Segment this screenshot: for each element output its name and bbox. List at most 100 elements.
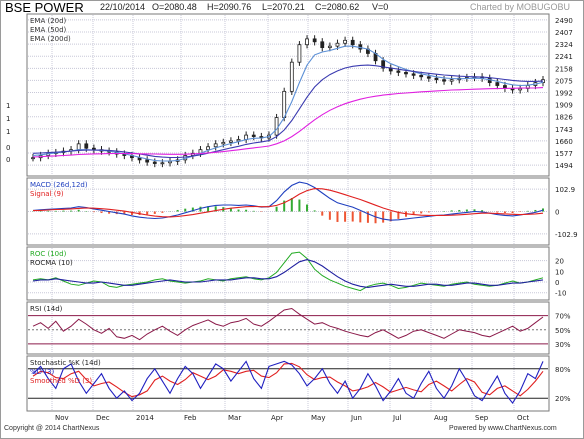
candle-body [206, 146, 210, 151]
rsi-tick-label: 30% [555, 341, 571, 349]
candle-body [76, 143, 81, 151]
left-axis-label: 1 [6, 128, 10, 136]
price-tick-label: 2158 [555, 65, 573, 73]
candle-body [221, 141, 226, 145]
candle-body [449, 79, 454, 82]
x-tick-label: Feb [184, 414, 197, 422]
price-tick-label: 2324 [555, 41, 573, 49]
price-panel [26, 13, 550, 177]
x-tick-label: Sep [475, 414, 489, 422]
candle-body [297, 44, 302, 63]
candle-body [327, 45, 332, 49]
legend-rsi: RSI (14d) [30, 305, 63, 313]
roc-tick-label: 10 [555, 268, 564, 276]
candle-body [213, 143, 218, 148]
stochastic-tick-label: 80% [555, 366, 571, 374]
macd-tick-label: 0 [555, 209, 559, 217]
candle-body [229, 140, 233, 143]
charted-by-watermark: Charted by MOBUGOBU [470, 2, 571, 12]
signal-line [32, 188, 544, 218]
candle-body [350, 39, 355, 46]
roc-tick-label: -10 [555, 290, 566, 298]
candle-body [381, 60, 386, 69]
legend-macd: MACD (26d,12d) [30, 181, 88, 189]
roc-tick-label: 0 [555, 279, 559, 287]
candle-body [160, 162, 165, 165]
legend-stochastic-k: Stochastic %K (14d) [30, 359, 101, 367]
stochastic-panel [26, 355, 550, 412]
ema50-line [32, 64, 544, 159]
x-tick-label: May [311, 414, 325, 422]
roc-tick-label: 20 [555, 258, 564, 266]
rsi-panel [26, 301, 550, 355]
candle-body [168, 160, 172, 164]
legend-ema200: EMA (200d) [30, 35, 71, 43]
candle-body [404, 72, 408, 75]
price-tick-label: 1660 [555, 138, 573, 146]
legend-ema50: EMA (50d) [30, 26, 67, 34]
quote-close: C=2080.62 [315, 2, 360, 12]
quote-low: L=2070.21 [262, 2, 305, 12]
rocma-line [32, 259, 544, 288]
candle-body [145, 159, 150, 163]
footer-powered-by: Powered by www.ChartNexus.com [449, 425, 557, 432]
price-tick-label: 1826 [555, 114, 573, 122]
legend-stochastic-d: %D (3) [30, 368, 54, 376]
macd-tick-label: -102.9 [555, 231, 578, 239]
left-axis-label: 1 [6, 102, 10, 110]
candle-body [305, 38, 309, 46]
candle-body [274, 117, 279, 136]
candle-body [320, 41, 325, 49]
candle-body [251, 134, 256, 137]
candle-body [236, 139, 241, 142]
candle-body [442, 79, 446, 82]
legend-roc: ROC (10d) [30, 250, 67, 258]
stochastic-tick-label: 20% [555, 395, 571, 403]
x-tick-label: Nov [55, 414, 69, 422]
candle-body [396, 70, 401, 73]
price-tick-label: 1992 [555, 90, 573, 98]
legend-stochastic-smoothed-d: Smoothed %D (3) [30, 377, 92, 385]
macd-tick-label: 102.9 [555, 186, 575, 194]
footer-copyright: Copyright @ 2014 ChartNexus [4, 425, 100, 432]
candle-body [312, 38, 317, 43]
x-tick-label: Oct [517, 414, 529, 422]
legend-signal: Signal (9) [30, 190, 64, 198]
legend-rocma: ROCMA (10) [30, 259, 73, 267]
candle-body [282, 90, 287, 118]
x-tick-label: Apr [271, 414, 283, 422]
price-tick-label: 1743 [555, 126, 573, 134]
quote-high: H=2090.76 [207, 2, 252, 12]
price-tick-label: 2241 [555, 53, 573, 61]
price-tick-label: 1494 [555, 162, 573, 170]
x-tick-label: Dec [96, 414, 110, 422]
candle-body [426, 76, 431, 79]
price-tick-label: 2075 [555, 77, 573, 85]
ema200-line [32, 87, 544, 158]
quote-volume: V=0 [372, 2, 389, 12]
chart-title: BSE POWER [5, 0, 84, 15]
candle-body [419, 74, 424, 78]
price-tick-label: 2490 [555, 17, 573, 25]
candle-body [335, 42, 340, 47]
macd-line [32, 181, 544, 221]
roc-line [32, 251, 544, 292]
candle-body [84, 143, 89, 149]
quote-date: 22/10/2014 [100, 2, 146, 12]
left-axis-label: 0 [6, 144, 10, 152]
roc-panel [26, 246, 550, 301]
x-tick-label: Aug [434, 414, 448, 422]
x-tick-label: 2014 [136, 414, 154, 422]
x-tick-label: Mar [228, 414, 241, 422]
candle-body [152, 161, 157, 164]
candle-body [434, 77, 439, 81]
candle-body [289, 61, 294, 92]
rsi-tick-label: 50% [555, 327, 571, 335]
stochastic-k-line [32, 360, 544, 405]
candle-body [411, 73, 416, 76]
price-tick-label: 1577 [555, 150, 573, 158]
rsi-tick-label: 70% [555, 313, 571, 321]
candle-body [495, 82, 500, 86]
left-axis-label: 1 [6, 115, 10, 123]
